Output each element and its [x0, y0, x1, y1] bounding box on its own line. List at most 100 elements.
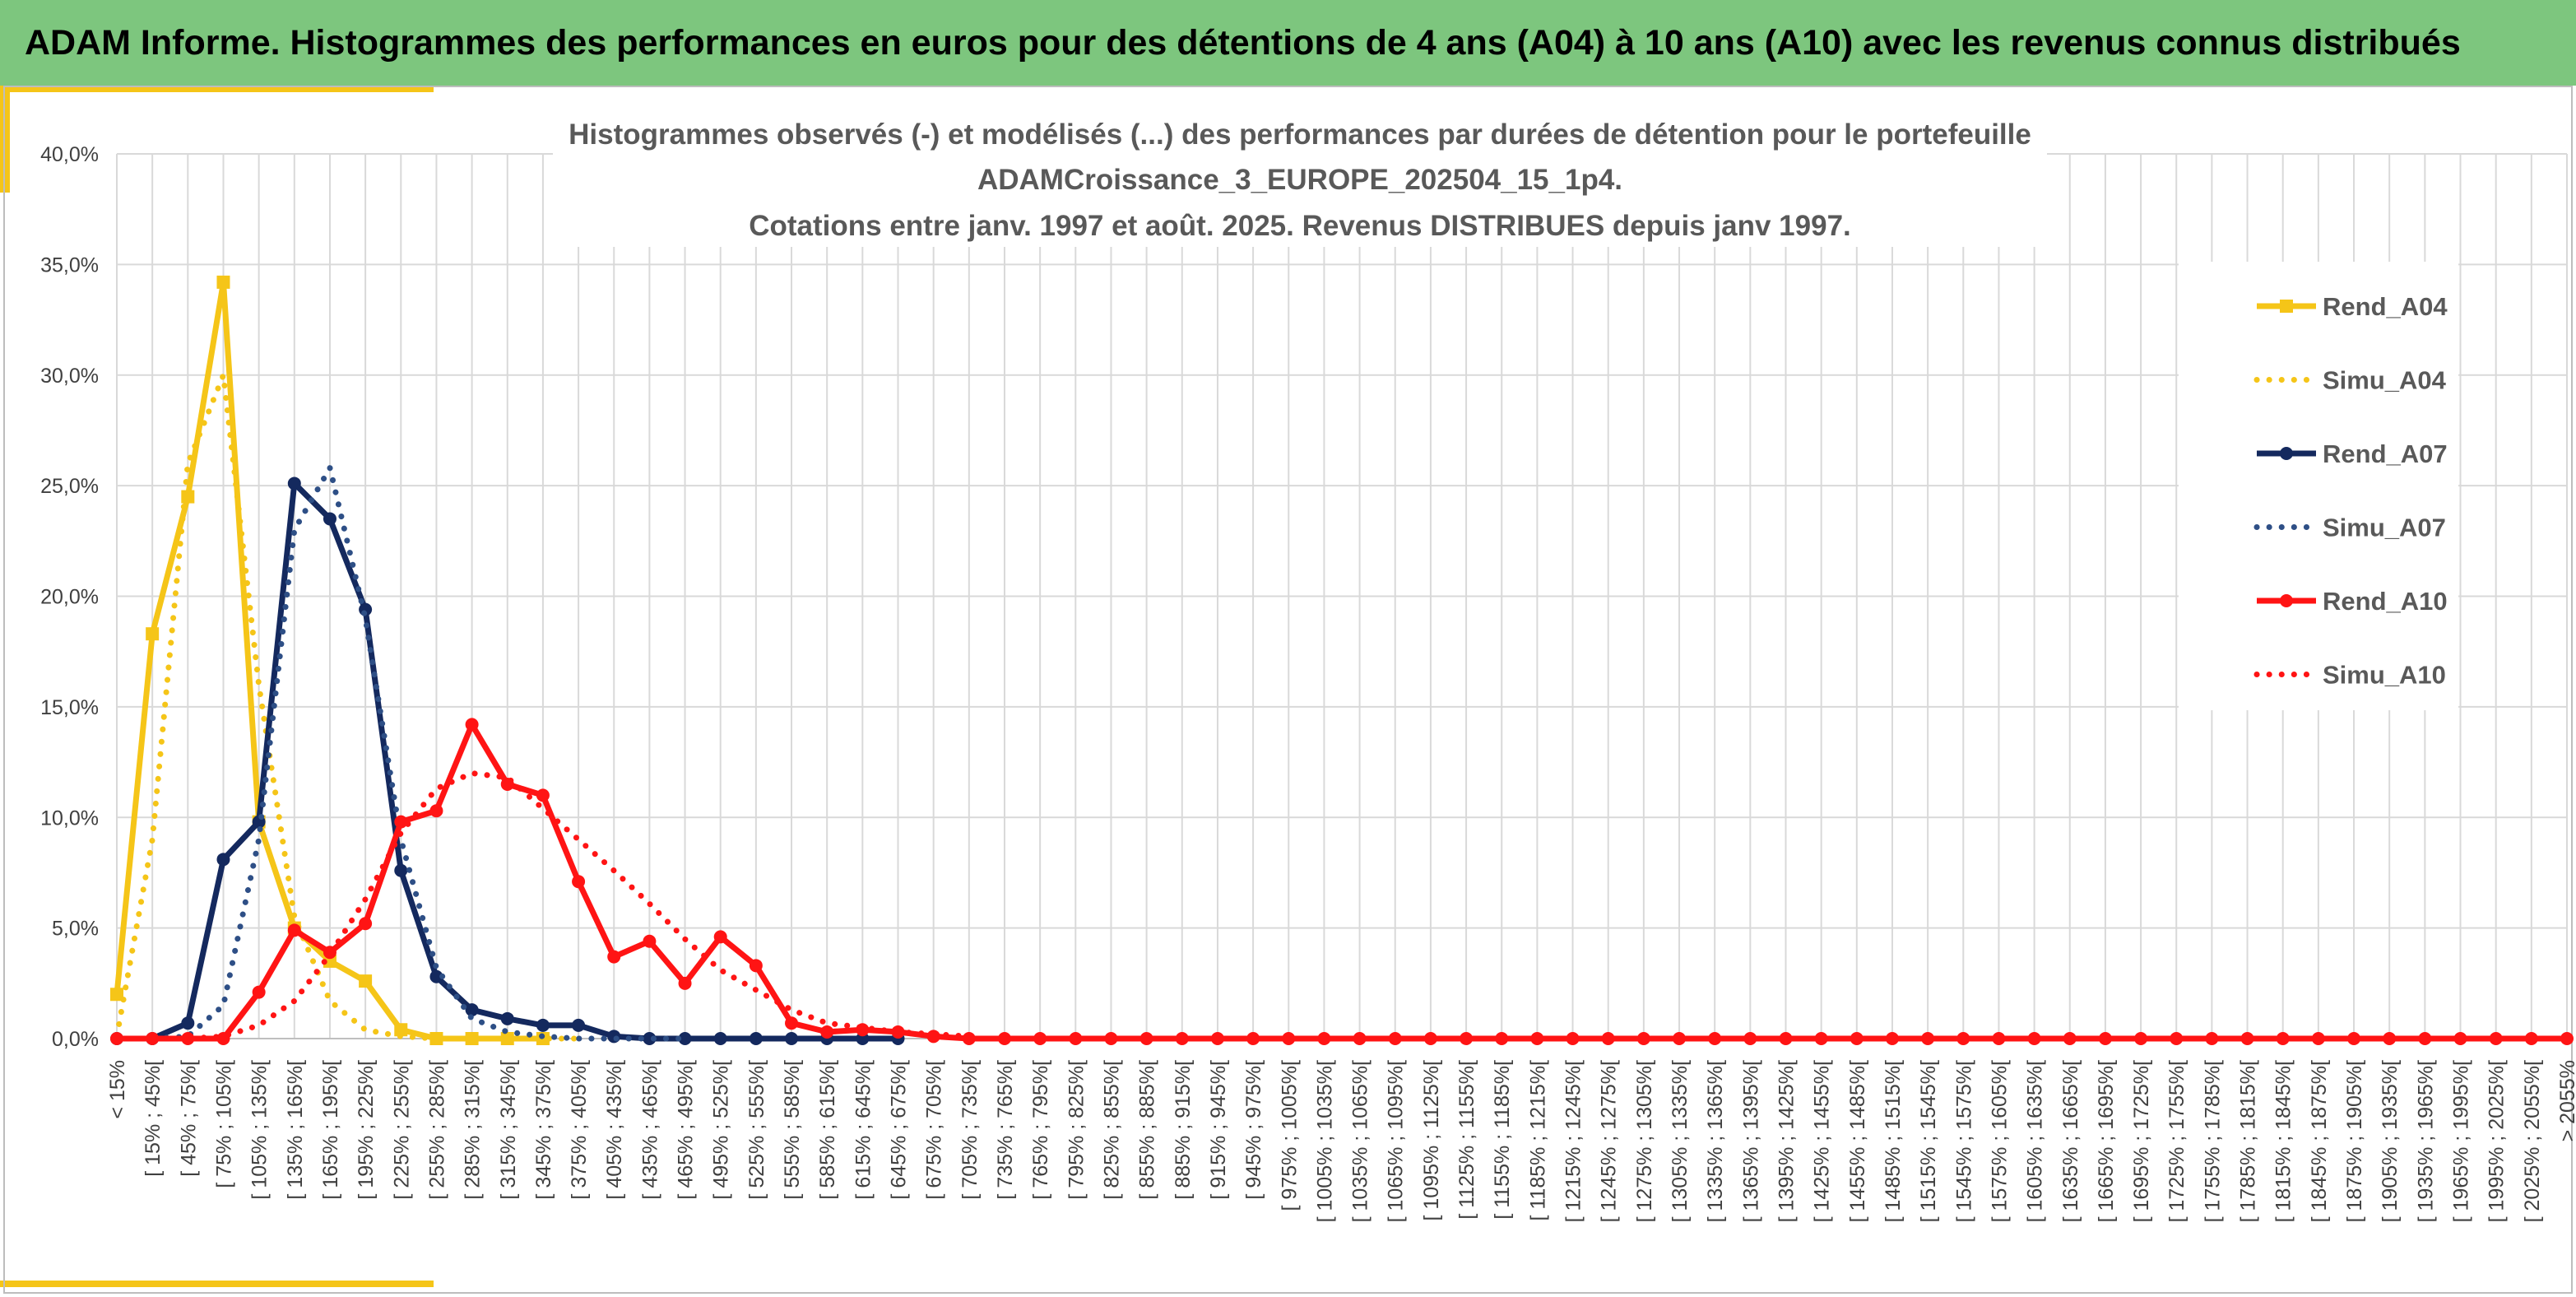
- accent-bar-bottom: [0, 1281, 434, 1287]
- x-tick-label: [ 75% ; 105%[: [212, 1060, 235, 1188]
- series-rend-a10-point: [536, 788, 550, 802]
- series-rend-a10-point: [1814, 1032, 1828, 1045]
- legend-marker-rend-a07: [2280, 447, 2293, 460]
- title-background: [553, 107, 2047, 247]
- legend-box: [2179, 262, 2458, 710]
- chart-title-line-2: ADAMCroissance_3_EUROPE_202504_15_1p4.: [977, 164, 1622, 196]
- series-rend-a10-point: [2205, 1032, 2219, 1045]
- x-tick-label: [ 795% ; 825%[: [1065, 1060, 1088, 1200]
- series-rend-a10-point: [962, 1032, 976, 1045]
- series-rend-a07-point: [465, 1003, 479, 1017]
- x-tick-label: [ 1095% ; 1125%[: [1420, 1060, 1443, 1221]
- series-rend-a10-point: [2524, 1032, 2538, 1045]
- series-rend-a10-point: [394, 815, 408, 829]
- series-rend-a10-point: [181, 1032, 195, 1045]
- legend-marker-rend-a10: [2280, 594, 2293, 607]
- series-rend-a10-point: [252, 985, 266, 999]
- series-rend-a07-point: [216, 853, 230, 867]
- series-rend-a07-point: [500, 1011, 514, 1025]
- series-rend-a10-point: [2240, 1032, 2254, 1045]
- series-rend-a07-point: [287, 476, 301, 490]
- header-banner: ADAM Informe. Histogrammes des performan…: [0, 0, 2576, 86]
- series-rend-a10-point: [1850, 1032, 1864, 1045]
- series-rend-a04-point: [110, 988, 123, 1002]
- series-rend-a07-point: [429, 969, 443, 983]
- x-tick-label: [ 435% ; 465%[: [638, 1060, 661, 1200]
- series-rend-a04-point: [394, 1023, 408, 1037]
- x-tick-label: [ 105% ; 135%[: [248, 1060, 272, 1200]
- series-rend-a10-point: [1423, 1032, 1437, 1045]
- series-rend-a10-point: [429, 804, 443, 818]
- legend: Rend_A04 Simu_A04 Rend_A07 Simu_A07 Rend_A10…: [2179, 262, 2458, 710]
- series: [110, 275, 2574, 1045]
- legend-label-rend-a04: Rend_A04: [2323, 292, 2448, 321]
- axes: 0,0% 5,0% 10,0% 15,0% 20,0% 25,0% 30,0% 35,0% 40…: [40, 143, 2576, 1222]
- series-rend-a10-point: [2027, 1032, 2041, 1045]
- x-tick-label: [ 1545% ; 1575%[: [1952, 1060, 1975, 1222]
- series-rend-a10-point: [1708, 1032, 1722, 1045]
- series-rend-a07-point: [607, 1030, 621, 1044]
- series-rend-a07-point: [749, 1032, 763, 1045]
- x-tick-label: [ 225% ; 255%[: [390, 1060, 413, 1200]
- x-tick-label: [ 345% ; 375%[: [532, 1060, 555, 1200]
- series-rend-a10-point: [1246, 1032, 1260, 1045]
- series-rend-a07-point: [713, 1032, 727, 1045]
- x-tick-label: [ 1665% ; 1695%[: [2095, 1060, 2118, 1222]
- x-tick-label: [ 255% ; 285%[: [425, 1060, 448, 1200]
- x-tick-label: [ 405% ; 435%[: [603, 1060, 626, 1200]
- x-tick-label: [ 1425% ; 1455%[: [1811, 1060, 1834, 1222]
- series-rend-a10-point: [2063, 1032, 2077, 1045]
- series-rend-a10-point: [1779, 1032, 1793, 1045]
- series-rend-a10-point: [1353, 1032, 1367, 1045]
- chart-title: Histogrammes observés (-) et modélisés (…: [569, 119, 2031, 242]
- series-rend-a10-point: [997, 1032, 1011, 1045]
- chart-title-line-1: Histogrammes observés (-) et modélisés (…: [569, 119, 2031, 151]
- x-tick-label: [ 1335% ; 1365%[: [1704, 1060, 1727, 1222]
- series-rend-a10-point: [1566, 1032, 1580, 1045]
- x-tick-label: > 2055%: [2556, 1060, 2576, 1141]
- x-tick-label: [ 1185% ; 1215%[: [1526, 1060, 1549, 1221]
- series-rend-a10-point: [1069, 1032, 1083, 1045]
- series-rend-a07-point: [572, 1018, 586, 1032]
- grid: [116, 153, 2568, 1039]
- series-rend-a10-point: [2098, 1032, 2112, 1045]
- x-tick-label: [ 45% ; 75%[: [177, 1060, 200, 1177]
- series-rend-a10-point: [643, 934, 657, 948]
- x-tick-label: [ 1935% ; 1965%[: [2414, 1060, 2437, 1222]
- series-rend-a10-point: [713, 930, 727, 944]
- series-rend-a10-point: [1460, 1032, 1474, 1045]
- x-tick-label: [ 1755% ; 1785%[: [2201, 1060, 2224, 1222]
- x-tick-label: [ 315% ; 345%[: [497, 1060, 520, 1200]
- x-tick-label: [ 1785% ; 1815%[: [2237, 1060, 2260, 1222]
- series-rend-a10-point: [1885, 1032, 1899, 1045]
- x-tick-label: [ 1635% ; 1665%[: [2059, 1060, 2082, 1222]
- series-simu-a04-line: [114, 372, 582, 1042]
- x-tick-label: [ 285% ; 315%[: [462, 1060, 485, 1200]
- x-tick-label: [ 1605% ; 1635%[: [2024, 1060, 2047, 1222]
- x-tick-label: [ 1995% ; 2025%[: [2485, 1060, 2509, 1222]
- series-rend-a04-point: [146, 627, 160, 641]
- x-tick-label: [ 2025% ; 2055%[: [2521, 1060, 2544, 1222]
- x-tick-label: [ 495% ; 525%[: [710, 1060, 733, 1200]
- x-tick-label: [ 1695% ; 1725%[: [2130, 1060, 2153, 1222]
- y-tick-label: 25,0%: [40, 475, 99, 498]
- series-rend-a10-point: [1601, 1032, 1615, 1045]
- series-rend-a10-point: [2489, 1032, 2503, 1045]
- series-rend-a07-point: [536, 1018, 550, 1032]
- x-tick-label: [ 1455% ; 1485%[: [1846, 1060, 1869, 1222]
- series-rend-a10-point: [2347, 1032, 2361, 1045]
- series-rend-a07-point: [323, 512, 337, 526]
- accent-bar-left: [0, 86, 10, 193]
- series-rend-a10-point: [2418, 1032, 2432, 1045]
- y-tick-label: 30,0%: [40, 365, 99, 388]
- series-rend-a10-point: [2383, 1032, 2397, 1045]
- x-tick-label: [ 855% ; 885%[: [1136, 1060, 1159, 1200]
- series-rend-a10-point: [607, 950, 621, 964]
- x-tick-label: [ 1125% ; 1155%[: [1455, 1060, 1478, 1220]
- x-tick-label: [ 1965% ; 1995%[: [2450, 1060, 2473, 1222]
- x-tick-label: [ 735% ; 765%[: [994, 1060, 1017, 1200]
- y-tick-label: 40,0%: [40, 143, 99, 166]
- series-rend-a10-point: [2560, 1032, 2574, 1045]
- series-rend-a07-point: [181, 1016, 195, 1030]
